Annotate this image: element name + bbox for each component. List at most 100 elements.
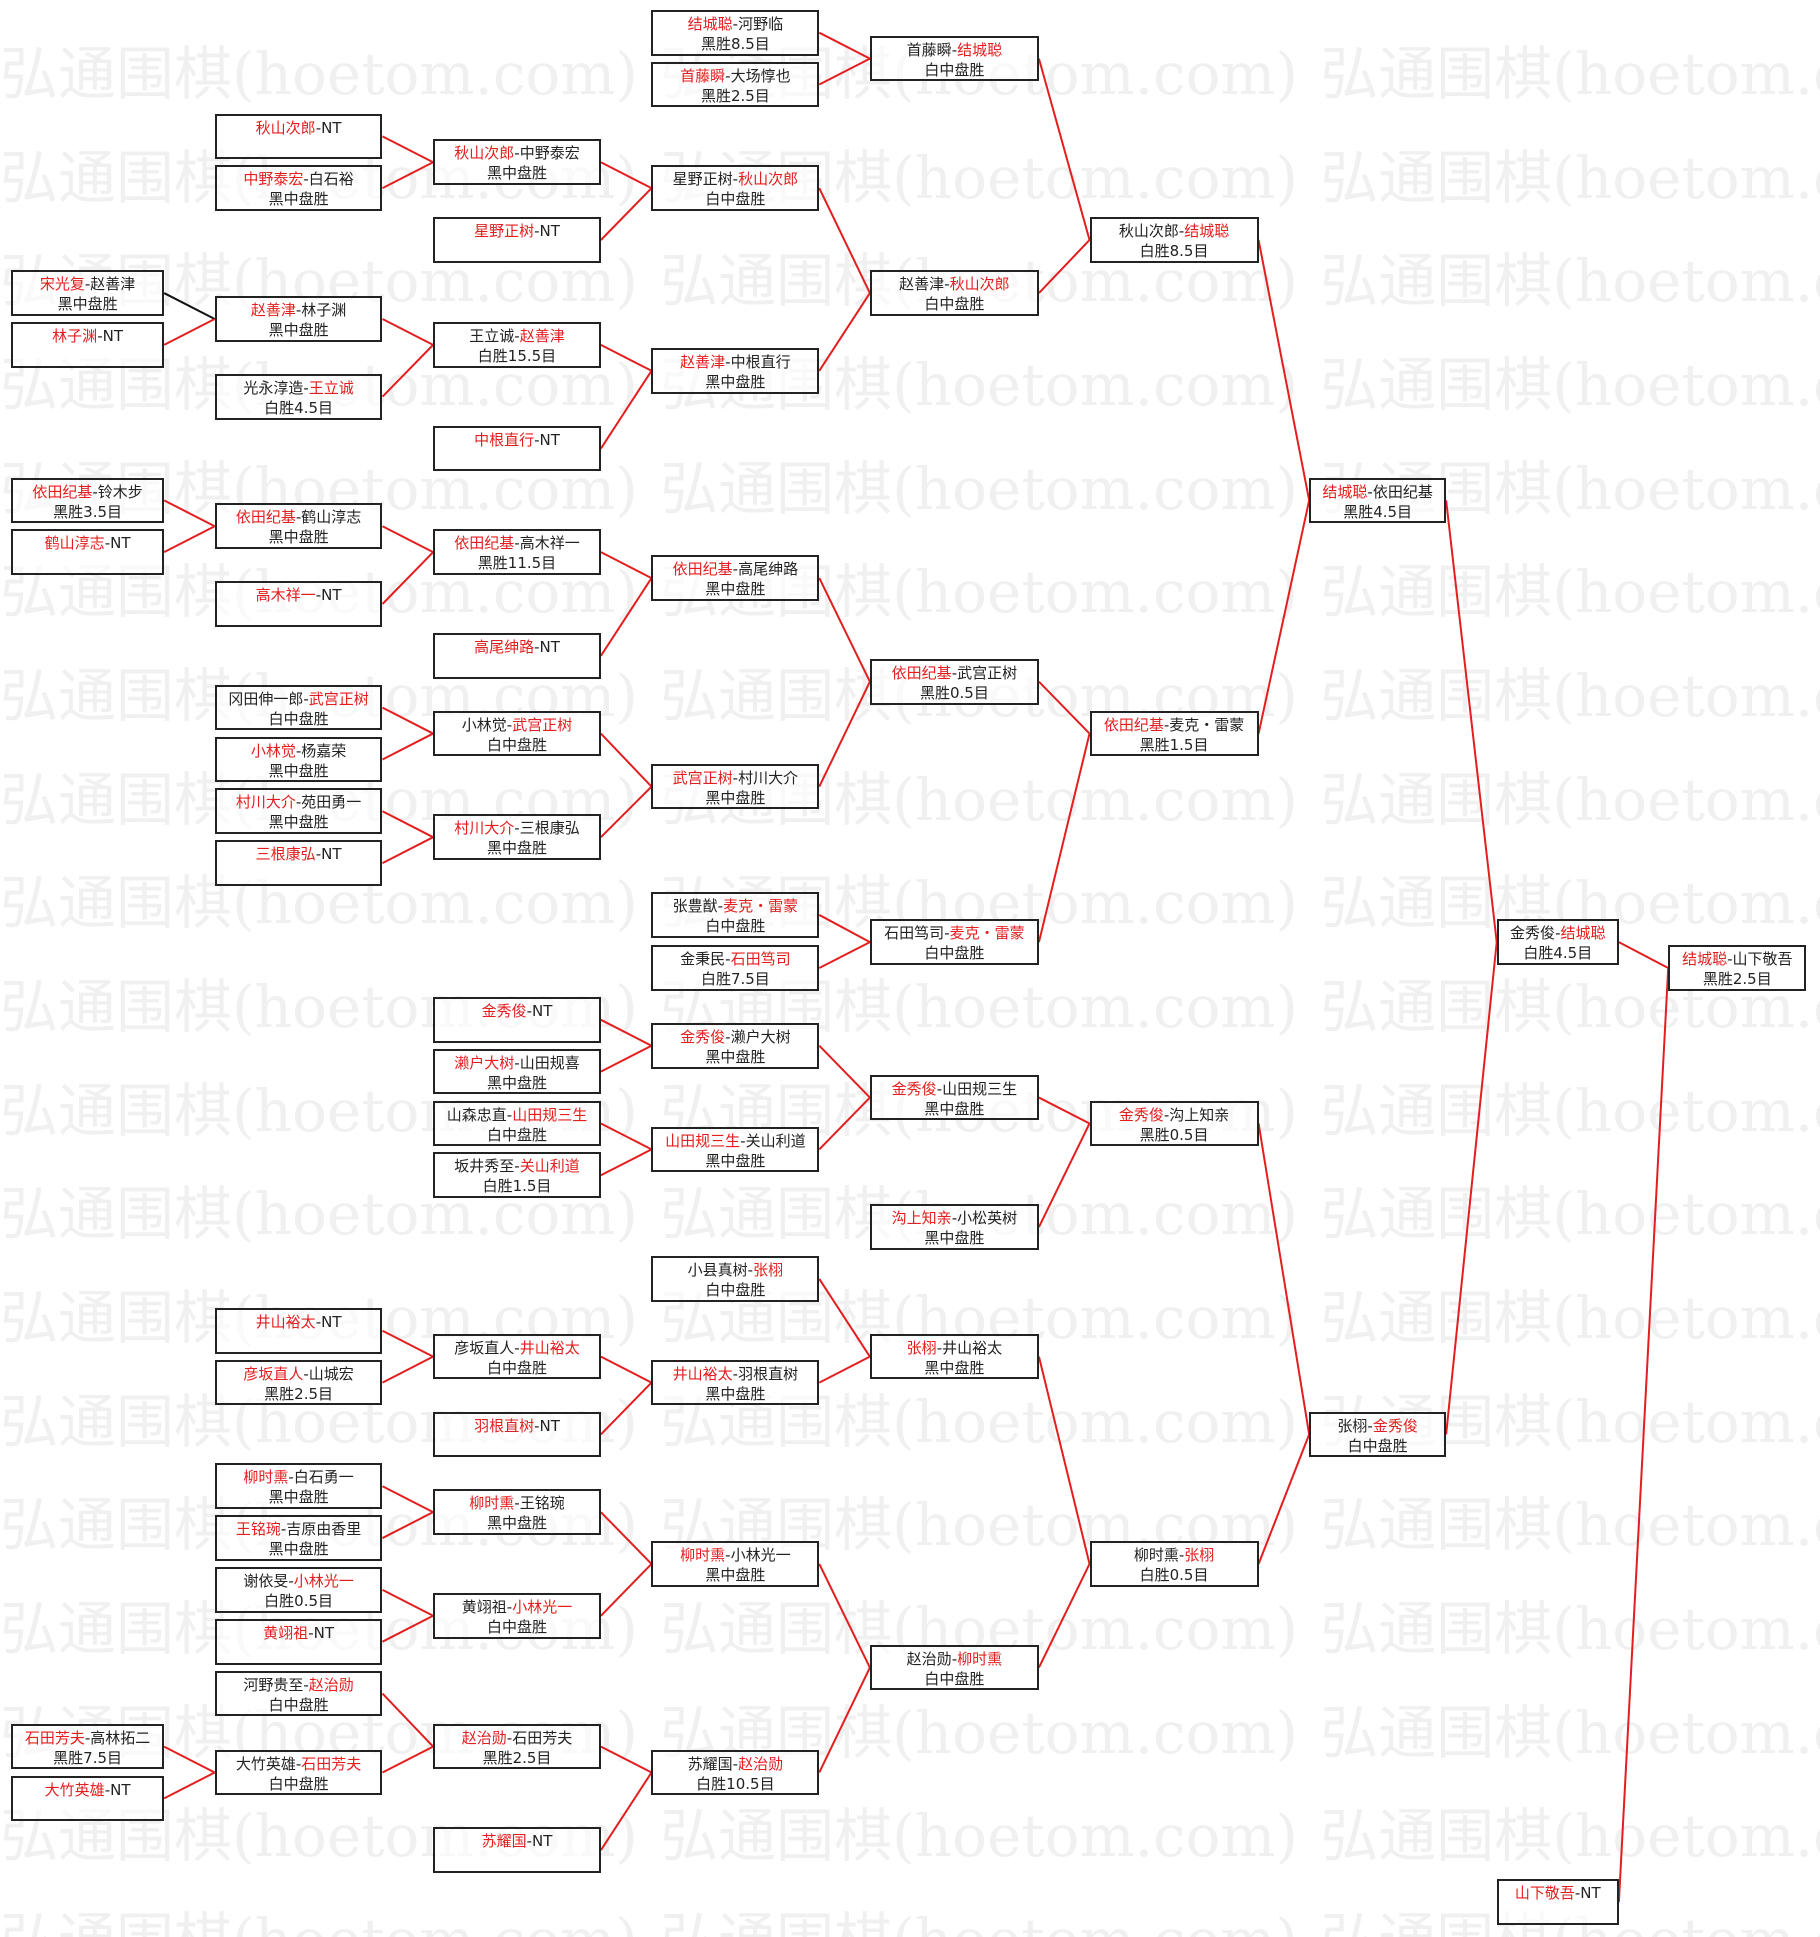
match-box[interactable]: 赵善津-中根直行 黑中盘胜 [651, 347, 820, 394]
player-1: 柳时熏 [680, 1546, 726, 1565]
match-players: 依田纪基-高木祥一 [435, 533, 599, 553]
separator: - [732, 1754, 739, 1773]
match-box[interactable]: 柳时熏-张栩 白胜0.5目 [1089, 1541, 1259, 1587]
match-box[interactable]: 柳时熏-王铭琬 黑中盘胜 [433, 1489, 601, 1535]
match-box[interactable]: 首藤瞬-结城聪 白中盘胜 [869, 35, 1039, 82]
match-box[interactable]: 星野正树-秋山次郎 白中盘胜 [651, 165, 820, 211]
match-box[interactable]: 金秀俊-濑户大树 黑中盘胜 [651, 1022, 820, 1069]
match-box[interactable]: 张豊猷-麦克・雷蒙 白中盘胜 [651, 892, 820, 938]
player-2: NT [321, 586, 342, 605]
match-box[interactable]: 赵治勋-石田芳夫 黑胜2.5目 [433, 1723, 601, 1770]
match-box[interactable]: 小林觉-杨嘉荣 黑中盘胜 [214, 736, 383, 783]
match-result: 白中盘胜 [486, 1125, 547, 1144]
match-box[interactable]: 彦坂直人-山城宏 黑胜2.5目 [214, 1359, 383, 1406]
match-box[interactable]: 石田笃司-麦克・雷蒙 白中盘胜 [869, 919, 1039, 965]
match-box[interactable]: 结城聪-依田纪基 黑胜4.5目 [1309, 477, 1447, 524]
match-box[interactable]: 赵善津-秋山次郎 白中盘胜 [869, 270, 1039, 316]
match-box[interactable]: 小县真树-张栩 白中盘胜 [651, 1256, 820, 1302]
match-box[interactable]: 赵治勋-柳时熏 白中盘胜 [869, 1644, 1039, 1691]
match-box[interactable]: 王立诚-赵善津 白胜15.5目 [433, 322, 601, 368]
match-box[interactable]: 石田芳夫-高林拓二 黑胜7.5目 [11, 1723, 165, 1770]
separator: - [951, 1649, 958, 1668]
match-players: 三根康弘-NT [217, 844, 381, 864]
match-box[interactable]: 宋光复-赵善津 黑中盘胜 [11, 270, 165, 316]
match-box[interactable]: 井山裕太-NT [214, 1307, 383, 1354]
match-box[interactable]: 小林觉-武宫正树 白中盘胜 [433, 710, 601, 757]
match-box[interactable]: 濑户大树-山田规喜 黑中盘胜 [433, 1048, 601, 1095]
connector-line [600, 1511, 653, 1565]
match-box[interactable]: 彦坂直人-井山裕太 白中盘胜 [433, 1333, 601, 1380]
match-box[interactable]: 光永淳造-王立诚 白胜4.5目 [214, 373, 383, 420]
match-box[interactable]: 山森忠直-山田规三生 白中盘胜 [433, 1100, 601, 1147]
match-box[interactable]: 秋山次郎-中野泰宏 黑中盘胜 [433, 139, 601, 186]
match-box[interactable]: 赵善津-林子渊 黑中盘胜 [214, 296, 383, 342]
match-box[interactable]: 依田纪基-武宫正树 黑胜0.5目 [869, 658, 1039, 705]
match-players: 结城聪-河野临 [653, 14, 817, 34]
player-2: 张栩 [1184, 1546, 1215, 1565]
match-box[interactable]: 羽根直树-NT [433, 1411, 601, 1458]
match-box[interactable]: 依田纪基-麦克・雷蒙 黑胜1.5目 [1089, 710, 1259, 757]
match-box[interactable]: 鹤山淳志-NT [11, 529, 165, 575]
match-result: 黑中盘胜 [268, 321, 329, 340]
match-box[interactable]: 秋山次郎-结城聪 白胜8.5目 [1089, 217, 1259, 263]
separator: - [936, 1079, 943, 1098]
match-box[interactable]: 金秀俊-结城聪 白胜4.5目 [1496, 919, 1619, 965]
match-players: 大竹英雄-NT [13, 1780, 162, 1800]
match-box[interactable]: 坂井秀至-关山利道 白胜1.5目 [433, 1152, 601, 1199]
match-result: 黑中盘胜 [486, 1073, 547, 1092]
match-box[interactable]: 结城聪-山下敬吾 黑胜2.5目 [1668, 945, 1807, 991]
match-box[interactable]: 山田规三生-关山利道 黑中盘胜 [651, 1126, 820, 1173]
match-box[interactable]: 三根康弘-NT [214, 840, 383, 886]
match-box[interactable]: 张栩-井山裕太 黑中盘胜 [869, 1333, 1039, 1380]
match-players: 秋山次郎-中野泰宏 [435, 143, 599, 163]
match-box[interactable]: 柳时熏-白石勇一 黑中盘胜 [214, 1463, 383, 1510]
match-box[interactable]: 金秀俊-NT [433, 996, 601, 1043]
match-box[interactable]: 井山裕太-羽根直树 黑中盘胜 [651, 1359, 820, 1406]
player-1: 张豊猷 [672, 897, 718, 916]
match-box[interactable]: 结城聪-河野临 黑胜8.5目 [651, 9, 820, 56]
match-box[interactable]: 星野正树-NT [433, 217, 601, 263]
match-box[interactable]: 首藤瞬-大场惇也 黑胜2.5目 [651, 61, 820, 108]
match-box[interactable]: 王铭琬-吉原由香里 黑中盘胜 [214, 1515, 383, 1561]
player-1: 王立诚 [469, 327, 515, 346]
match-box[interactable]: 金秀俊-沟上知亲 黑胜0.5目 [1089, 1100, 1259, 1147]
match-box[interactable]: 大竹英雄-石田芳夫 白中盘胜 [214, 1749, 383, 1796]
match-box[interactable]: 中野泰宏-白石裕 黑中盘胜 [214, 165, 383, 211]
match-box[interactable]: 谢依旻-小林光一 白胜0.5目 [214, 1567, 383, 1613]
match-box[interactable]: 苏耀国-赵治勋 白胜10.5目 [651, 1749, 820, 1796]
match-box[interactable]: 依田纪基-高尾绅路 黑中盘胜 [651, 555, 820, 601]
player-1: 彦坂直人 [454, 1338, 515, 1357]
match-box[interactable]: 苏耀国-NT [433, 1827, 601, 1874]
match-box[interactable]: 河野贵至-赵治勋 白中盘胜 [214, 1670, 383, 1717]
player-1: 小林觉 [250, 741, 296, 760]
match-box[interactable]: 村川大介-三根康弘 黑中盘胜 [433, 814, 601, 860]
player-2: 高林拓二 [90, 1728, 151, 1747]
match-box[interactable]: 大竹英雄-NT [11, 1775, 165, 1822]
connector-line [818, 681, 871, 788]
connector-line [1038, 239, 1091, 294]
player-1: 中野泰宏 [243, 170, 304, 189]
match-box[interactable]: 高木祥一-NT [214, 581, 383, 627]
match-box[interactable]: 林子渊-NT [11, 322, 165, 368]
match-box[interactable]: 依田纪基-高木祥一 黑胜11.5目 [433, 529, 601, 575]
match-box[interactable]: 金秉民-石田笃司 白胜7.5目 [651, 945, 820, 991]
player-2: 白石裕 [308, 170, 354, 189]
match-result: 黑胜0.5目 [919, 683, 989, 702]
match-result: 黑胜0.5目 [1139, 1125, 1209, 1144]
match-box[interactable]: 张栩-金秀俊 白中盘胜 [1309, 1411, 1447, 1458]
match-box[interactable]: 金秀俊-山田规三生 黑中盘胜 [869, 1074, 1039, 1121]
match-box[interactable]: 柳时熏-小林光一 黑中盘胜 [651, 1541, 820, 1587]
match-box[interactable]: 山下敬吾-NT [1496, 1879, 1619, 1925]
match-box[interactable]: 黄翊祖-NT [214, 1618, 383, 1665]
match-box[interactable]: 高尾绅路-NT [433, 632, 601, 679]
match-box[interactable]: 黄翊祖-小林光一 白中盘胜 [433, 1592, 601, 1639]
match-box[interactable]: 沟上知亲-小松英树 黑中盘胜 [869, 1204, 1039, 1250]
match-box[interactable]: 依田纪基-鹤山淳志 黑中盘胜 [214, 503, 383, 550]
match-box[interactable]: 冈田伸一郎-武宫正树 白中盘胜 [214, 684, 383, 731]
match-box[interactable]: 村川大介-苑田勇一 黑中盘胜 [214, 788, 383, 835]
match-box[interactable]: 中根直行-NT [433, 425, 601, 472]
match-box[interactable]: 武宫正树-村川大介 黑中盘胜 [651, 763, 820, 810]
match-box[interactable]: 秋山次郎-NT [214, 113, 383, 160]
match-box[interactable]: 依田纪基-铃木步 黑胜3.5目 [11, 477, 165, 524]
match-players: 彦坂直人-山城宏 [217, 1364, 381, 1384]
